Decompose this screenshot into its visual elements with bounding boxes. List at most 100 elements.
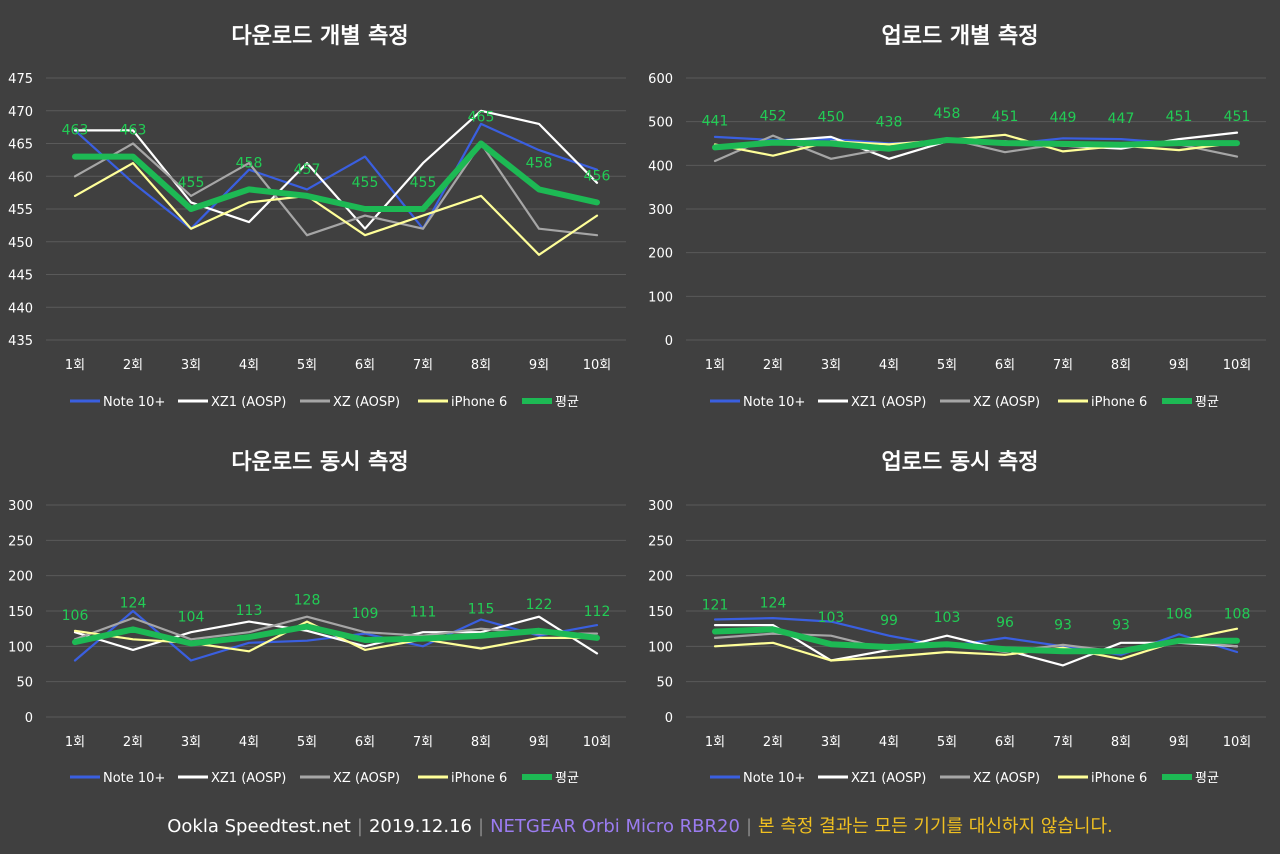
x-tick-label: 1회	[65, 358, 85, 373]
x-tick-label: 1회	[705, 735, 725, 750]
x-tick-label: 5회	[937, 358, 957, 373]
series-line-xz1-aosp	[713, 624, 1239, 667]
footer-separator: |	[356, 816, 363, 837]
series-line-average	[72, 623, 600, 647]
data-label-average: 113	[236, 603, 263, 619]
data-label-average: 124	[120, 595, 147, 611]
chart-title: 업로드 동시 측정	[882, 450, 1039, 475]
x-tick-label: 9회	[529, 358, 549, 373]
y-tick-label: 600	[648, 72, 673, 87]
y-tick-label: 200	[8, 570, 33, 585]
data-label-average: 450	[818, 110, 845, 126]
download-individual-chart: 다운로드 개별 측정 435 440 445 450 455 460 465 470 475 1회 2…	[8, 24, 626, 410]
y-tick-label: 250	[8, 534, 33, 549]
y-tick-label: 460	[8, 170, 33, 185]
x-tick-label: 5회	[297, 735, 317, 750]
x-tick-label: 6회	[355, 358, 375, 373]
series-line-iphone6	[73, 162, 599, 256]
x-tick-label: 6회	[995, 735, 1015, 750]
x-tick-label: 8회	[471, 735, 491, 750]
data-label-average: 458	[236, 155, 263, 171]
y-tick-label: 450	[8, 236, 33, 251]
data-label-average: 441	[702, 113, 729, 129]
data-label-average: 452	[760, 109, 787, 125]
y-tick-label: 50	[16, 676, 33, 691]
legend-label-iphone6: iPhone 6	[1091, 395, 1147, 410]
data-label-average: 463	[62, 123, 89, 139]
data-label-average: 451	[1166, 109, 1193, 125]
series-line-average	[712, 137, 1240, 152]
data-label-average: 456	[584, 168, 611, 184]
legend-label-xz1-aosp: XZ1 (AOSP)	[851, 771, 926, 786]
y-tick-label: 475	[8, 72, 33, 87]
legend-label-average: 평균	[1195, 771, 1219, 786]
x-tick-label: 9회	[529, 735, 549, 750]
x-tick-label: 2회	[763, 358, 783, 373]
data-label-average: 451	[992, 109, 1019, 125]
legend-label-xz-aosp: XZ (AOSP)	[333, 395, 400, 410]
upload-individual-chart: 업로드 개별 측정 0 100 200 300 400 500 600 1회 2회 3회 4회 5회 6회…	[648, 24, 1266, 410]
data-label-average: 463	[120, 123, 147, 139]
y-tick-label: 150	[8, 605, 33, 620]
legend-label-note10plus: Note 10+	[743, 771, 805, 786]
x-tick-label: 8회	[1111, 358, 1131, 373]
data-label-average: 93	[1112, 617, 1130, 633]
data-label-average: 451	[1224, 109, 1251, 125]
data-label-average: 109	[352, 606, 379, 622]
data-label-average: 455	[178, 175, 205, 191]
data-label-average: 111	[410, 605, 437, 621]
footer-separator: |	[745, 816, 753, 837]
x-tick-label: 10회	[1223, 358, 1252, 373]
x-tick-label: 8회	[471, 358, 491, 373]
x-tick-label: 10회	[583, 735, 612, 750]
y-tick-label: 440	[8, 301, 33, 316]
data-label-average: 103	[818, 610, 845, 626]
x-tick-label: 3회	[821, 358, 841, 373]
legend-label-average: 평균	[555, 395, 579, 410]
chart-title: 업로드 개별 측정	[882, 24, 1039, 49]
data-label-average: 96	[996, 615, 1014, 631]
legend-label-average: 평균	[1195, 395, 1219, 410]
x-tick-label: 4회	[879, 735, 899, 750]
legend-label-note10plus: Note 10+	[103, 395, 165, 410]
data-label-average: 108	[1224, 607, 1251, 623]
x-tick-label: 10회	[1223, 735, 1252, 750]
y-tick-label: 0	[25, 711, 33, 726]
x-tick-label: 7회	[1053, 358, 1073, 373]
data-label-average: 99	[880, 613, 898, 629]
footer-source: Ookla Speedtest.net	[167, 816, 351, 837]
legend-label-xz1-aosp: XZ1 (AOSP)	[211, 771, 286, 786]
series-line-xz-aosp	[73, 142, 599, 237]
x-tick-label: 1회	[65, 735, 85, 750]
data-label-average: 438	[876, 115, 903, 131]
legend-label-note10plus: Note 10+	[743, 395, 805, 410]
data-label-average: 455	[410, 175, 437, 191]
x-tick-label: 3회	[821, 735, 841, 750]
y-tick-label: 500	[648, 116, 673, 131]
series-line-iphone6	[713, 627, 1239, 662]
chart-title: 다운로드 동시 측정	[231, 450, 408, 475]
data-label-average: 122	[526, 597, 553, 613]
data-label-average: 104	[178, 610, 205, 626]
data-label-average: 106	[62, 608, 89, 624]
data-label-average: 115	[468, 602, 495, 618]
x-tick-label: 2회	[763, 735, 783, 750]
x-tick-label: 7회	[413, 358, 433, 373]
y-tick-label: 150	[648, 605, 673, 620]
x-tick-label: 4회	[239, 735, 259, 750]
data-label-average: 458	[934, 106, 961, 122]
footer-device: NETGEAR Orbi Micro RBR20	[490, 816, 740, 837]
x-tick-label: 3회	[181, 358, 201, 373]
data-label-average: 457	[294, 162, 321, 178]
series-line-note10plus	[73, 122, 599, 230]
legend-label-xz-aosp: XZ (AOSP)	[973, 771, 1040, 786]
y-tick-label: 250	[648, 534, 673, 549]
x-tick-label: 6회	[355, 735, 375, 750]
y-tick-label: 400	[648, 159, 673, 174]
x-tick-label: 2회	[123, 735, 143, 750]
data-label-average: 108	[1166, 607, 1193, 623]
y-tick-label: 465	[8, 138, 33, 153]
data-label-average: 103	[934, 610, 961, 626]
data-label-average: 465	[468, 110, 495, 126]
